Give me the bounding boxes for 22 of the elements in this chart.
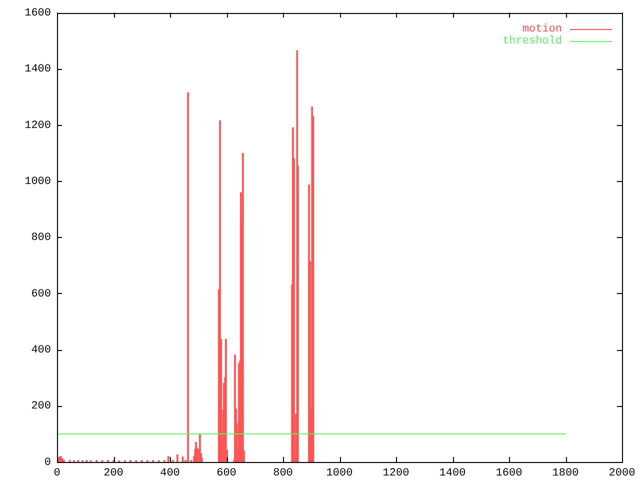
y-tick-label: 600 — [31, 288, 51, 300]
y-tick-label: 1200 — [24, 120, 51, 132]
y-tick-label: 800 — [31, 232, 51, 244]
legend-label: threshold — [502, 36, 562, 48]
x-tick-label: 600 — [216, 468, 236, 480]
x-tick-label: 1800 — [552, 468, 579, 480]
y-tick-label: 200 — [31, 400, 51, 413]
legend-label: motion — [522, 24, 562, 36]
x-tick-label: 400 — [160, 468, 180, 480]
x-tick-label: 0 — [54, 468, 60, 480]
y-tick-label: 1400 — [24, 64, 51, 76]
x-tick-label: 1000 — [326, 468, 353, 480]
y-tick-label: 400 — [31, 344, 51, 357]
x-tick-label: 2000 — [608, 468, 636, 480]
y-tick-label: 0 — [44, 456, 51, 469]
y-tick-label: 1000 — [24, 176, 51, 188]
x-tick-label: 200 — [104, 468, 124, 480]
y-tick-label: 1600 — [24, 8, 51, 20]
x-tick-label: 1600 — [496, 468, 522, 480]
x-tick-label: 800 — [273, 468, 293, 480]
x-tick-label: 1400 — [439, 468, 466, 480]
x-tick-label: 1200 — [382, 468, 410, 480]
